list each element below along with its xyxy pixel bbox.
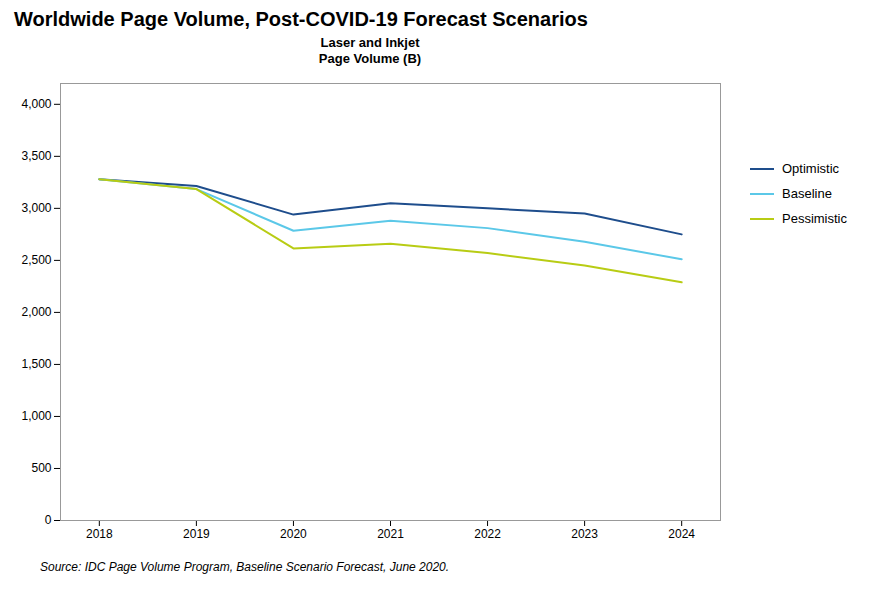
svg-text:1,500: 1,500	[21, 357, 51, 371]
html-text:Baseline: Baseline	[782, 186, 832, 201]
svg-text:2020: 2020	[280, 527, 307, 541]
html-text:Worldwide Page Volume, Post-CO: Worldwide Page Volume, Post-COVID-19 For…	[14, 8, 588, 30]
html-text:Source: IDC Page Volume Progra: Source: IDC Page Volume Program, Baselin…	[40, 560, 450, 574]
svg-text:2,500: 2,500	[21, 253, 51, 267]
svg-text:2019: 2019	[183, 527, 210, 541]
svg-text:2,000: 2,000	[21, 305, 51, 319]
svg-text:2024: 2024	[668, 527, 695, 541]
svg-text:500: 500	[31, 461, 51, 475]
svg-text:2022: 2022	[474, 527, 501, 541]
html-text:Optimistic: Optimistic	[782, 161, 840, 176]
svg-text:2018: 2018	[86, 527, 113, 541]
svg-text:3,500: 3,500	[21, 149, 51, 163]
html-text:Laser and Inkjet Page Volume (: Laser and Inkjet Page Volume (B)	[318, 35, 422, 66]
svg-text:0: 0	[45, 513, 52, 527]
svg-text:2021: 2021	[377, 527, 404, 541]
svg-text:4,000: 4,000	[21, 97, 51, 111]
svg-text:2023: 2023	[571, 527, 598, 541]
svg-text:1,000: 1,000	[21, 409, 51, 423]
svg-text:3,000: 3,000	[21, 201, 51, 215]
html-text:Pessimistic: Pessimistic	[782, 211, 847, 226]
